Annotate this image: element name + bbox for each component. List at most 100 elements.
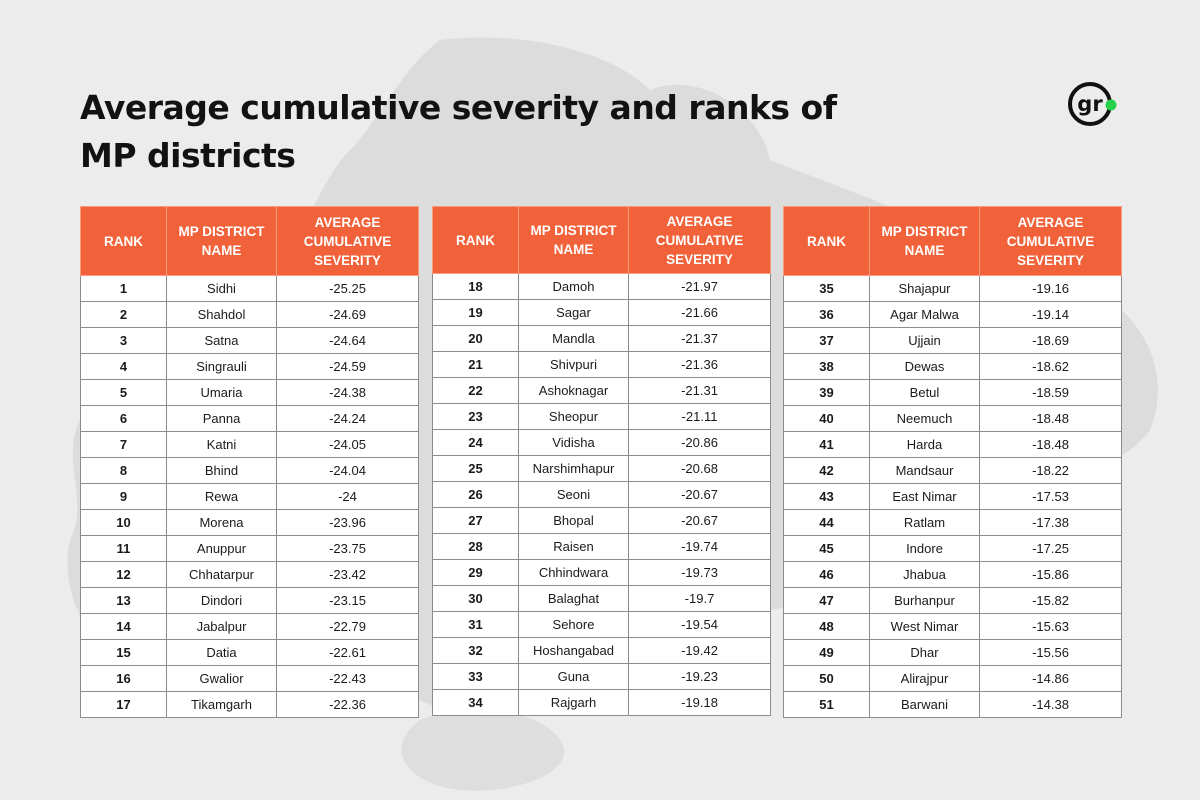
rank-cell: 41 (783, 431, 870, 458)
header-district: MP DISTRICT NAME (518, 206, 629, 274)
table-row: 43 East Nimar -17.53 (783, 483, 1122, 510)
table-row: 1 Sidhi -25.25 (80, 275, 419, 302)
severity-cell: -24.64 (276, 327, 419, 354)
rank-cell: 3 (80, 327, 167, 354)
severity-cell: -15.56 (979, 639, 1122, 666)
rank-cell: 26 (432, 481, 519, 508)
rank-cell: 31 (432, 611, 519, 638)
district-cell: Anuppur (166, 535, 277, 562)
logo-green-dot-icon (1105, 99, 1117, 111)
district-cell: Mandla (518, 325, 629, 352)
table-header: RANK MP DISTRICT NAME AVERAGE CUMULATIVE… (432, 206, 771, 274)
table-row: 48 West Nimar -15.63 (783, 613, 1122, 640)
rank-cell: 8 (80, 457, 167, 484)
district-cell: Rewa (166, 483, 277, 510)
severity-cell: -19.23 (628, 663, 771, 690)
table-row: 3 Satna -24.64 (80, 327, 419, 354)
rank-cell: 24 (432, 429, 519, 456)
ranking-table-1: RANK MP DISTRICT NAME AVERAGE CUMULATIVE… (80, 206, 419, 718)
rank-cell: 39 (783, 379, 870, 406)
severity-cell: -24.59 (276, 353, 419, 380)
severity-cell: -21.36 (628, 351, 771, 378)
severity-cell: -20.67 (628, 481, 771, 508)
table-row: 25 Narshimhapur -20.68 (432, 455, 771, 482)
severity-cell: -15.63 (979, 613, 1122, 640)
table-row: 32 Hoshangabad -19.42 (432, 637, 771, 664)
district-cell: Neemuch (869, 405, 980, 432)
rank-cell: 15 (80, 639, 167, 666)
table-row: 16 Gwalior -22.43 (80, 665, 419, 692)
rank-cell: 43 (783, 483, 870, 510)
table-row: 10 Morena -23.96 (80, 509, 419, 536)
district-cell: Ratlam (869, 509, 980, 536)
table-row: 28 Raisen -19.74 (432, 533, 771, 560)
rank-cell: 4 (80, 353, 167, 380)
table-row: 40 Neemuch -18.48 (783, 405, 1122, 432)
rank-cell: 9 (80, 483, 167, 510)
table-row: 38 Dewas -18.62 (783, 353, 1122, 380)
district-cell: Tikamgarh (166, 691, 277, 718)
table-row: 49 Dhar -15.56 (783, 639, 1122, 666)
district-cell: Agar Malwa (869, 301, 980, 328)
rank-cell: 33 (432, 663, 519, 690)
rank-cell: 32 (432, 637, 519, 664)
district-cell: Shahdol (166, 301, 277, 328)
rank-cell: 27 (432, 507, 519, 534)
severity-cell: -23.42 (276, 561, 419, 588)
rank-cell: 45 (783, 535, 870, 562)
district-cell: Harda (869, 431, 980, 458)
rank-cell: 25 (432, 455, 519, 482)
district-cell: Sagar (518, 299, 629, 326)
severity-cell: -18.22 (979, 457, 1122, 484)
severity-cell: -14.38 (979, 691, 1122, 718)
severity-cell: -19.73 (628, 559, 771, 586)
severity-cell: -18.59 (979, 379, 1122, 406)
header-severity: AVERAGE CUMULATIVE SEVERITY (979, 206, 1122, 276)
table-row: 37 Ujjain -18.69 (783, 327, 1122, 354)
severity-cell: -21.31 (628, 377, 771, 404)
severity-cell: -22.61 (276, 639, 419, 666)
table-row: 24 Vidisha -20.86 (432, 429, 771, 456)
severity-cell: -23.75 (276, 535, 419, 562)
district-cell: West Nimar (869, 613, 980, 640)
table-row: 18 Damoh -21.97 (432, 273, 771, 300)
table-row: 50 Alirajpur -14.86 (783, 665, 1122, 692)
rank-cell: 16 (80, 665, 167, 692)
rank-cell: 28 (432, 533, 519, 560)
district-cell: Ujjain (869, 327, 980, 354)
table-row: 7 Katni -24.05 (80, 431, 419, 458)
district-cell: Hoshangabad (518, 637, 629, 664)
severity-cell: -18.48 (979, 405, 1122, 432)
severity-cell: -17.53 (979, 483, 1122, 510)
rank-cell: 19 (432, 299, 519, 326)
rank-cell: 49 (783, 639, 870, 666)
severity-cell: -21.97 (628, 273, 771, 300)
severity-cell: -24.69 (276, 301, 419, 328)
header-district: MP DISTRICT NAME (166, 206, 277, 276)
district-cell: Indore (869, 535, 980, 562)
district-cell: Damoh (518, 273, 629, 300)
rank-cell: 38 (783, 353, 870, 380)
severity-cell: -19.42 (628, 637, 771, 664)
table-row: 2 Shahdol -24.69 (80, 301, 419, 328)
table-body: 1 Sidhi -25.25 2 Shahdol -24.69 3 Satna -24.64… (80, 275, 419, 718)
severity-cell: -20.86 (628, 429, 771, 456)
rank-cell: 46 (783, 561, 870, 588)
severity-cell: -24.05 (276, 431, 419, 458)
rank-cell: 40 (783, 405, 870, 432)
severity-cell: -22.43 (276, 665, 419, 692)
district-cell: Chhatarpur (166, 561, 277, 588)
map-lobe-south (401, 709, 564, 791)
table-row: 11 Anuppur -23.75 (80, 535, 419, 562)
district-cell: Sidhi (166, 275, 277, 302)
district-cell: Datia (166, 639, 277, 666)
severity-cell: -18.69 (979, 327, 1122, 354)
district-cell: Singrauli (166, 353, 277, 380)
table-row: 36 Agar Malwa -19.14 (783, 301, 1122, 328)
rank-cell: 1 (80, 275, 167, 302)
rank-cell: 18 (432, 273, 519, 300)
severity-cell: -20.67 (628, 507, 771, 534)
table-row: 27 Bhopal -20.67 (432, 507, 771, 534)
district-cell: Sehore (518, 611, 629, 638)
rank-cell: 5 (80, 379, 167, 406)
